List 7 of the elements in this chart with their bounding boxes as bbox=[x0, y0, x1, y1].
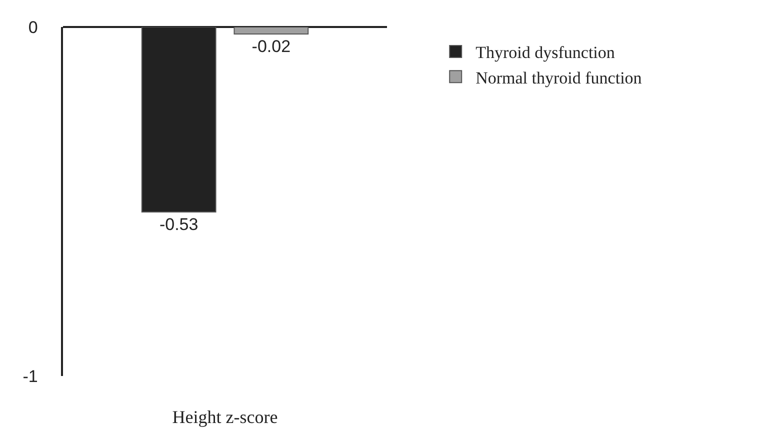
legend-label: Thyroid dysfunction bbox=[476, 43, 616, 62]
x-tick-label: Height z-score bbox=[172, 407, 278, 427]
data-label: -0.02 bbox=[252, 36, 291, 56]
y-tick-label: -1 bbox=[22, 366, 38, 386]
legend-label: Normal thyroid function bbox=[476, 68, 642, 88]
y-tick-label: 0 bbox=[28, 18, 38, 37]
data-label: -0.53 bbox=[159, 214, 198, 234]
